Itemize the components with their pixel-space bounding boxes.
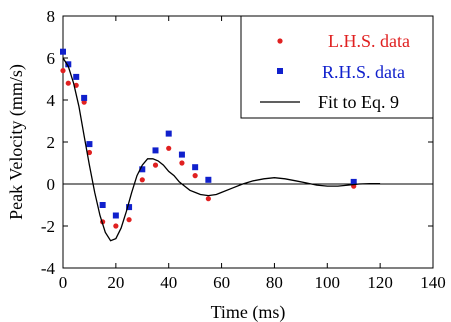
lhs-data-point <box>126 217 132 223</box>
data-marks <box>60 48 381 242</box>
rhs-data-point <box>81 94 88 101</box>
x-axis-label: Time (ms) <box>211 302 286 322</box>
y-tick-label: -4 <box>41 259 56 278</box>
rhs-data-point <box>178 151 185 158</box>
axis-tick-labels: 0 20 40 60 80 100 120 140 -4 -2 0 2 4 6 8 <box>41 7 446 292</box>
y-tick-label: 4 <box>47 91 56 110</box>
lhs-data-point <box>166 145 172 151</box>
legend-marker-rhs <box>277 68 283 74</box>
x-tick-label: 40 <box>160 273 177 292</box>
x-tick-label: 0 <box>59 273 68 292</box>
rhs-data-point <box>73 73 80 80</box>
y-axis-label: Peak Velocity (mm/s) <box>6 64 27 220</box>
lhs-data-point <box>152 162 159 168</box>
y-tick-label: 6 <box>47 49 56 68</box>
rhs-data-point <box>65 61 72 68</box>
lhs-data-point <box>205 196 211 202</box>
y-tick-label: 8 <box>47 7 56 26</box>
x-tick-label: 140 <box>420 273 446 292</box>
x-tick-label: 80 <box>266 273 283 292</box>
fit-line <box>62 57 381 242</box>
x-tick-label: 120 <box>367 273 393 292</box>
rhs-data-point <box>126 204 133 211</box>
rhs-data-point <box>205 176 212 183</box>
rhs-data-point <box>165 130 172 137</box>
lhs-data-point <box>60 68 66 74</box>
rhs-data-point <box>139 166 146 173</box>
legend-label-lhs: L.H.S. data <box>328 31 410 51</box>
x-tick-label: 100 <box>315 273 341 292</box>
x-tick-label: 60 <box>213 273 230 292</box>
legend-label-fit: Fit to Eq. 9 <box>318 92 399 112</box>
lhs-data-point <box>179 160 185 166</box>
lhs-data-point <box>113 223 119 229</box>
rhs-data-point <box>86 141 93 148</box>
legend-label-rhs: R.H.S. data <box>322 62 405 82</box>
lhs-data-point <box>139 177 145 183</box>
legend-box <box>240 15 434 119</box>
legend: L.H.S. data R.H.S. data Fit to Eq. 9 <box>240 15 434 119</box>
rhs-data-point <box>112 212 119 219</box>
rhs-data-point <box>192 164 199 171</box>
lhs-data-point <box>86 149 93 156</box>
rhs-data-point <box>152 147 159 154</box>
y-tick-label: 0 <box>47 175 56 194</box>
lhs-data-point <box>192 173 198 179</box>
rhs-data-point <box>99 202 106 208</box>
x-tick-label: 20 <box>107 273 124 292</box>
legend-marker-lhs <box>277 38 283 44</box>
rhs-data-point <box>60 48 66 55</box>
lhs-data-point <box>65 80 71 86</box>
rhs-data-point <box>350 178 357 185</box>
y-tick-label: 2 <box>47 133 56 152</box>
y-tick-label: -2 <box>41 217 55 236</box>
